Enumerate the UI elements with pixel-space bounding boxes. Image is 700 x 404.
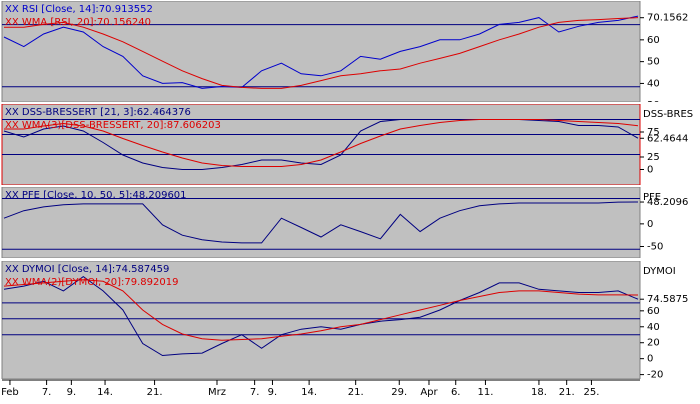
y-tick-label: 20 <box>647 338 660 349</box>
legend-entry: XX DYMOI [Close, 14]:74.587459 <box>5 264 169 275</box>
legend-entry: XX WMA(2)[DYMOI, 20]:79.892019 <box>5 277 178 288</box>
y-tick-label: 70.1562 <box>647 13 688 24</box>
x-tick-label: Feb <box>1 387 19 398</box>
x-tick-label: 21. <box>559 387 575 398</box>
y-tick-label: 25 <box>647 152 660 163</box>
y-tick-label: 60 <box>647 35 660 46</box>
y-tick-label: 0 <box>647 165 653 176</box>
y-tick-label: 60 <box>647 306 660 317</box>
y-tick-label: 40 <box>647 78 660 89</box>
legend-entry: XX WMA(3)[DSS-BRESSERT, 20]:87.606203 <box>5 120 221 131</box>
x-tick-label: 7. <box>42 387 52 398</box>
x-tick-label: 9. <box>67 387 77 398</box>
y-tick-label: -20 <box>647 370 663 381</box>
series-line <box>4 119 639 167</box>
legend-entry: XX DSS-BRESSERT [21, 3]:62.464376 <box>5 107 191 118</box>
x-tick-label: 18. <box>531 387 547 398</box>
axis-label: PFE <box>643 192 661 203</box>
plot-area <box>1 1 641 102</box>
x-tick-label: Mrz <box>208 387 226 398</box>
plot-area <box>1 104 641 185</box>
axis-label: DYMOI <box>643 266 676 277</box>
x-tick-label: 29. <box>391 387 407 398</box>
y-tick-label: 75 <box>647 127 660 138</box>
x-tick-label: 6. <box>451 387 461 398</box>
series-line <box>3 119 639 170</box>
x-tick-label: Apr <box>420 387 438 398</box>
series-line <box>3 15 639 89</box>
x-tick-label: 21. <box>348 387 364 398</box>
legend-entry: XX PFE [Close, 10, 50, 5]:48.209601 <box>5 190 187 201</box>
x-tick-label: 14. <box>301 387 317 398</box>
legend-entry: XX RSI [Close, 14]:70.913552 <box>5 4 153 15</box>
y-tick-label: 48.2096 <box>647 197 688 208</box>
x-tick-label: 21. <box>147 387 163 398</box>
x-tick-label: 11. <box>477 387 493 398</box>
y-tick-label: 50 <box>647 57 660 68</box>
series-line <box>4 17 639 89</box>
panel: 48.2096 0 -50 PFE XX PFE [Close, 10, 50, 5]:… <box>1 187 688 258</box>
panel: 70.1562 60 50 40 30 XX RSI [Close, 14]:70.913… <box>1 1 688 111</box>
plot-area <box>1 261 641 379</box>
legend-entry: XX WMA [RSI, 20]:70.156240 <box>5 17 151 28</box>
y-tick-label: 74.5875 <box>647 294 688 305</box>
series-line <box>3 279 639 341</box>
y-tick-label: 62.4644 <box>647 133 688 144</box>
x-tick-label: 9. <box>268 387 278 398</box>
x-tick-label: 14. <box>97 387 113 398</box>
y-tick-label: -50 <box>647 241 663 252</box>
series-line <box>3 201 639 244</box>
x-tick-label: 7. <box>250 387 260 398</box>
y-tick-label: 0 <box>647 354 653 365</box>
y-tick-label: 0 <box>647 219 653 230</box>
series-line <box>3 275 639 357</box>
y-tick-label: 40 <box>647 322 660 333</box>
y-tick-label: 30 <box>647 100 660 111</box>
x-tick-label: 25. <box>583 387 599 398</box>
axis-label: DSS-BRES <box>643 109 693 120</box>
